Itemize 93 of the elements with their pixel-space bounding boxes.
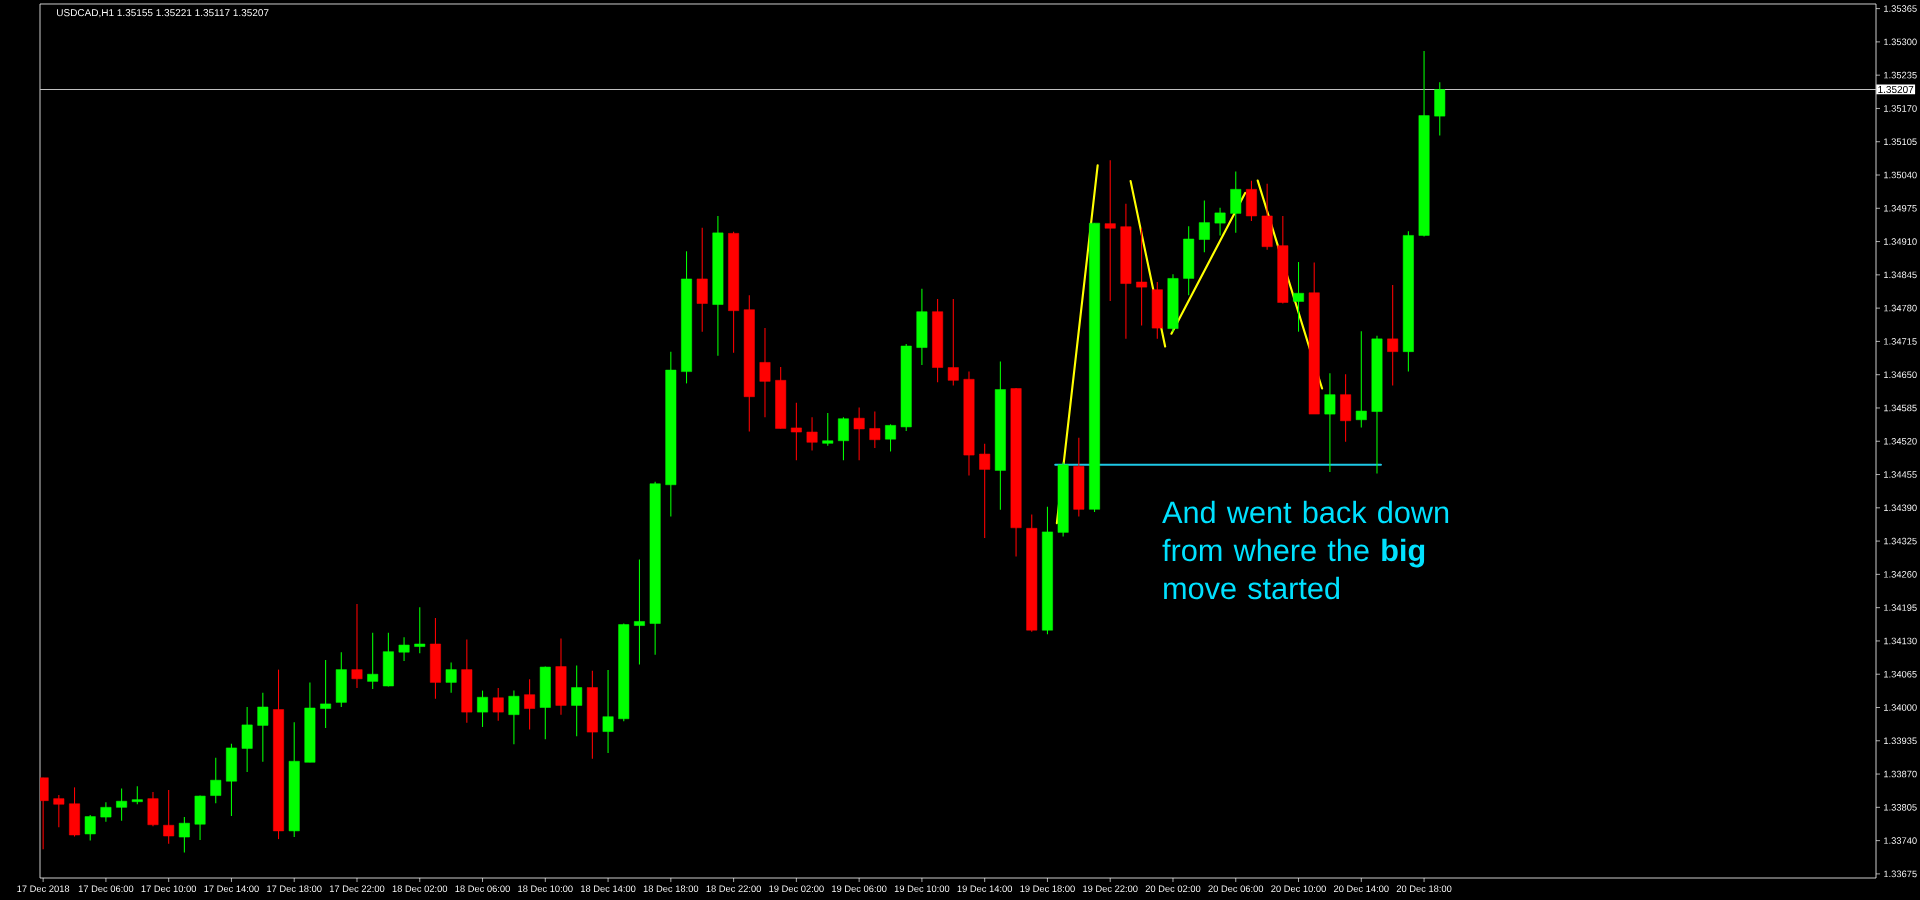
- x-tick-label: 17 Dec 2018: [17, 885, 70, 892]
- x-tick-label: 18 Dec 02:00: [392, 885, 448, 892]
- y-tick-label: 1.35170: [1884, 105, 1917, 112]
- candlestick: [979, 443, 991, 539]
- candlestick: [241, 706, 253, 773]
- x-tick-label: 18 Dec 10:00: [518, 885, 573, 892]
- y-tick-label: 1.34520: [1884, 437, 1917, 445]
- x-tick-label: 19 Dec 14:00: [957, 885, 1013, 892]
- y-tick-label: 1.34260: [1884, 571, 1917, 578]
- y-tick-label: 1.35235: [1884, 71, 1917, 79]
- x-tick-label: 18 Dec 18:00: [643, 885, 699, 892]
- y-tick-label: 1.33740: [1884, 837, 1917, 844]
- y-tick-label: 1.34650: [1884, 371, 1917, 378]
- x-tick-label: 17 Dec 18:00: [267, 885, 322, 892]
- candlestick: [84, 814, 96, 842]
- candlestick: [1324, 372, 1336, 473]
- candlestick: [790, 402, 802, 461]
- candlestick: [257, 692, 269, 763]
- y-tick-label: 1.34975: [1884, 204, 1917, 212]
- candlestick: [320, 659, 332, 729]
- candlestick: [1293, 261, 1304, 333]
- candlestick: [838, 416, 849, 461]
- candlestick: [414, 606, 426, 654]
- candlestick: [492, 687, 504, 722]
- candlestick: [1136, 227, 1148, 327]
- y-tick-label: 1.34000: [1884, 704, 1917, 711]
- y-tick-label: 1.34065: [1884, 670, 1917, 678]
- candlestick: [1355, 330, 1367, 428]
- y-tick-label: 1.34390: [1884, 504, 1917, 512]
- candlestick: [116, 787, 128, 822]
- candlestick: [398, 636, 410, 662]
- chart-title: USDCAD,H1 1.35155 1.35221 1.35117 1.35207: [57, 9, 269, 18]
- x-tick-label: 19 Dec 02:00: [769, 885, 824, 892]
- candlestick: [53, 794, 65, 828]
- candlestick: [571, 664, 583, 737]
- candlestick: [1104, 159, 1116, 302]
- y-tick-label: 1.33805: [1884, 804, 1917, 811]
- candlestick: [163, 789, 175, 845]
- candlestick: [947, 298, 959, 386]
- x-tick-label: 17 Dec 22:00: [329, 885, 385, 892]
- candlestick: [602, 669, 614, 754]
- x-tick-label: 18 Dec 14:00: [581, 885, 636, 892]
- y-tick-label: 1.34585: [1884, 404, 1917, 412]
- y-tick-label: 1.34195: [1884, 604, 1917, 611]
- candlestick: [853, 406, 865, 461]
- y-tick-label: 1.35365: [1884, 5, 1917, 12]
- candlestick: [885, 423, 896, 453]
- y-tick-label: 1.35040: [1884, 171, 1917, 179]
- candlestick: [367, 632, 379, 690]
- y-tick-label: 1.34780: [1884, 304, 1917, 312]
- x-tick-label: 19 Dec 18:00: [1020, 885, 1075, 892]
- x-tick-label: 19 Dec 22:00: [1083, 885, 1138, 892]
- x-tick-label: 20 Dec 14:00: [1333, 885, 1389, 892]
- y-tick-label: 1.33870: [1884, 770, 1917, 778]
- ref-line-label: 1.35207: [1878, 85, 1914, 94]
- y-tick-label: 1.34455: [1884, 471, 1917, 478]
- candlestick: [100, 801, 112, 823]
- candlestick: [1214, 207, 1226, 236]
- x-tick-label: 17 Dec 10:00: [141, 885, 197, 892]
- y-tick-label: 1.33675: [1884, 870, 1917, 878]
- y-tick-label: 1.34715: [1884, 338, 1917, 345]
- candlestick: [1198, 200, 1210, 253]
- candlestick: [822, 412, 834, 447]
- y-tick-label: 1.35300: [1884, 38, 1917, 46]
- y-tick-label: 1.34910: [1884, 238, 1917, 245]
- x-tick-label: 18 Dec 22:00: [706, 885, 761, 892]
- candlestick: [524, 678, 536, 731]
- candlestick: [508, 690, 520, 745]
- candlestick: [759, 327, 771, 418]
- text: And went back down from where the big move started: [1162, 500, 1449, 600]
- x-tick-label: 18 Dec 06:00: [455, 885, 510, 892]
- candlestick: [445, 661, 457, 694]
- candlestick: [210, 757, 222, 804]
- y-tick-label: 1.34130: [1884, 637, 1917, 645]
- candlestick: [477, 690, 488, 728]
- x-tick-label: 17 Dec 06:00: [78, 885, 134, 892]
- candlestick: [178, 816, 190, 853]
- y-tick-label: 1.34325: [1884, 537, 1917, 545]
- y-tick-label: 1.33935: [1884, 737, 1917, 745]
- candlestick: [634, 558, 645, 666]
- x-tick-label: 19 Dec 10:00: [894, 885, 950, 892]
- x-tick-label: 17 Dec 14:00: [204, 885, 259, 892]
- x-tick-label: 20 Dec 18:00: [1396, 885, 1452, 892]
- candlestick: [869, 411, 881, 449]
- x-tick-label: 20 Dec 02:00: [1145, 885, 1201, 892]
- y-tick-label: 1.34845: [1884, 271, 1917, 279]
- x-tick-label: 20 Dec 10:00: [1271, 885, 1326, 892]
- y-tick-label: 1.35105: [1884, 138, 1917, 146]
- x-tick-label: 19 Dec 06:00: [832, 885, 887, 892]
- x-tick-label: 20 Dec 06:00: [1208, 885, 1264, 892]
- candlestick: [1387, 284, 1399, 386]
- candlestick: [351, 603, 363, 689]
- candlestick: [806, 416, 818, 452]
